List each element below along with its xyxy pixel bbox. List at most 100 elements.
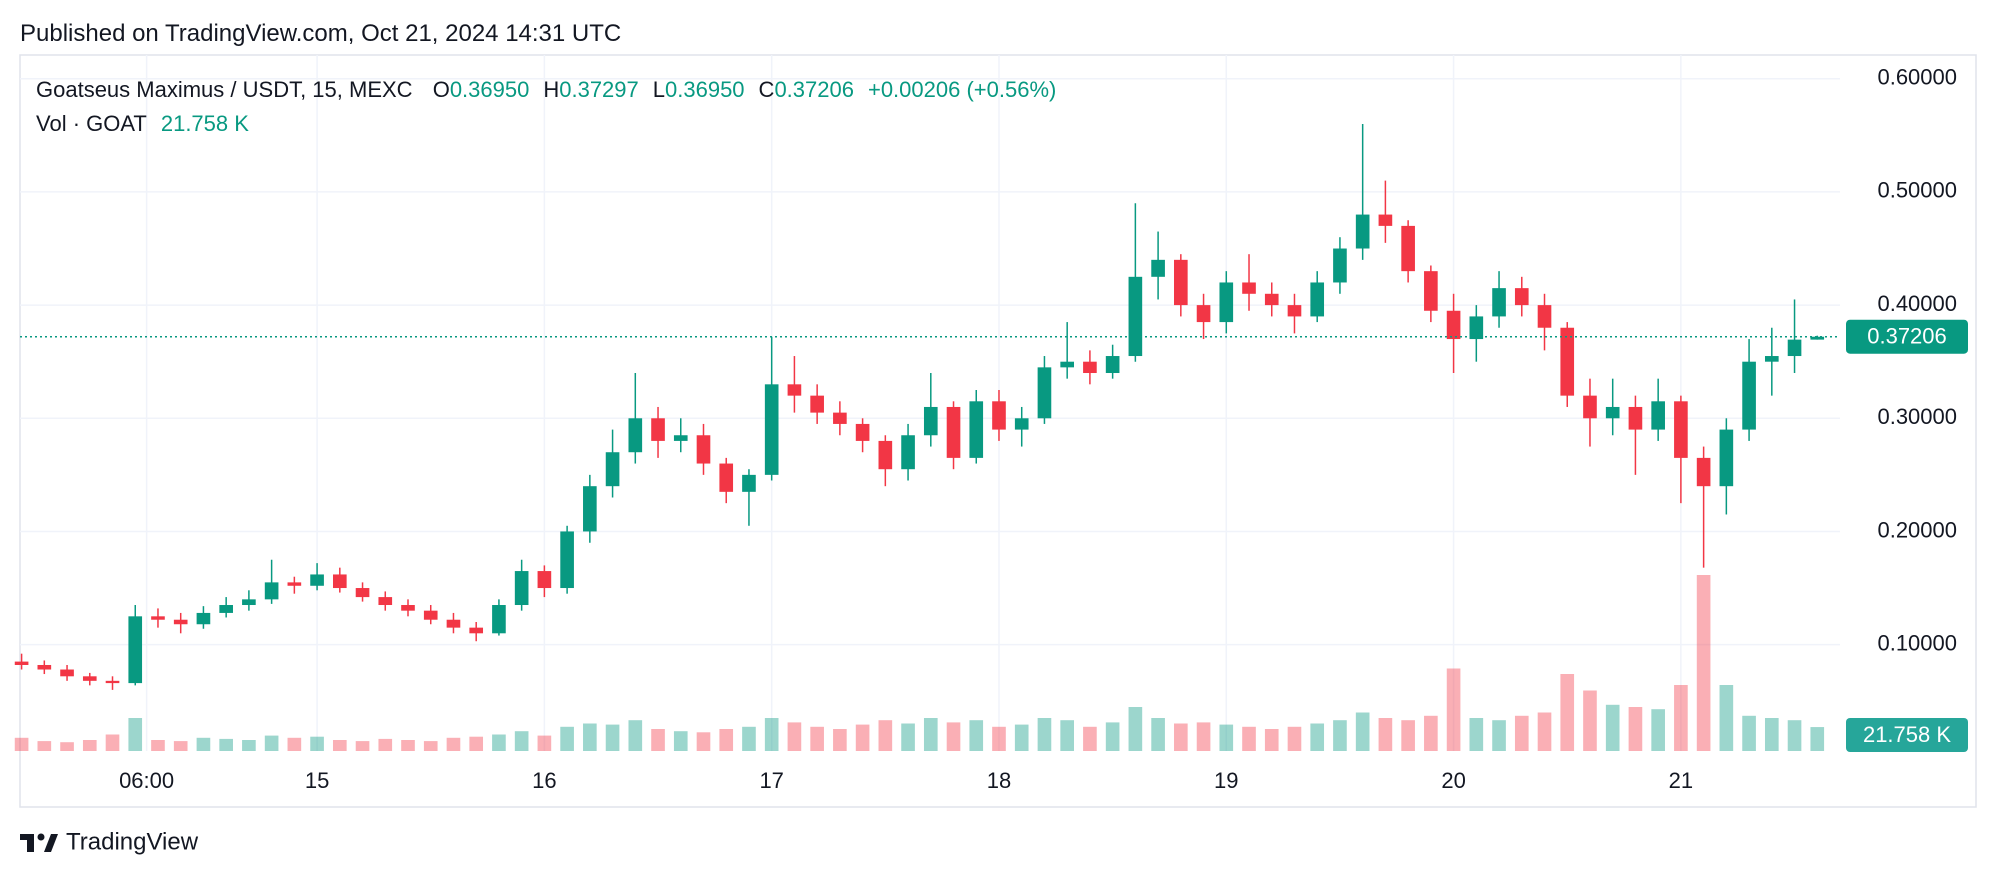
volume-bar [1378,718,1393,751]
volume-bar [492,734,506,751]
ohlc-value: 0.37297 [559,77,639,102]
volume-bar [628,720,643,751]
candle-body [1605,406,1620,419]
candle-body [514,571,529,606]
candle-body [1105,356,1120,374]
ohlc-key: C [758,77,775,102]
volume-bar [173,741,188,751]
volume-bar [605,724,620,751]
candle-body [264,582,279,600]
volume-bar [673,731,688,751]
candle-body [173,619,188,625]
volume-bar [151,740,165,751]
volume-bar [105,734,120,751]
y-tick-label: 0.30000 [1877,404,1957,429]
candle-body [1378,214,1393,226]
volume-bar [696,732,711,751]
candles [14,124,1825,690]
volume-bar [310,736,324,751]
volume-bar [355,741,370,751]
candle-body [1264,293,1279,306]
x-tick-label: 19 [1214,768,1238,793]
symbol-title: Goatseus Maximus / USDT, 15, MEXC [36,77,413,102]
candle-body [219,605,233,613]
x-tick-label: 15 [305,768,329,793]
candle-body [1764,356,1779,362]
volume-bar [1446,668,1461,751]
candle-body [1083,361,1097,374]
volume-bar [1151,718,1165,751]
candle-body [1037,367,1052,419]
candle-body [560,531,574,589]
volume-bar [1810,727,1825,751]
volume-bar [651,729,665,751]
candle-body [673,435,688,441]
candle-body [787,384,802,396]
volume-bar [1105,722,1120,751]
volume-bar [332,740,347,751]
chart-frame [19,54,1977,808]
candle-body [14,661,29,665]
candle-body [651,418,665,441]
y-tick-label: 0.40000 [1877,291,1957,316]
volume-bar [1401,720,1415,751]
volume-bar [1469,718,1484,751]
candle-body [901,435,915,470]
publisher: Published on TradingView.com, Oct 21, 20… [20,20,622,47]
volume-bar [923,718,938,751]
candle-body [1674,401,1688,458]
volume-bar [1310,723,1325,751]
ohlc-item: H0.37297 [543,77,638,102]
candle-body [60,669,74,677]
candle-body [1424,271,1438,311]
volume-bar [560,726,574,751]
candle-body [242,599,256,606]
candle-body [1060,361,1074,368]
volume-bar [946,722,961,751]
candle-body [1401,225,1415,272]
volume-bar [1537,712,1552,751]
candle-body [1787,339,1802,357]
ohlc-key: H [543,77,560,102]
candle-body [946,406,961,458]
candle-body [287,582,302,586]
volume-bar [787,722,802,751]
candle-body [1128,276,1143,357]
candle-body [332,574,347,589]
volume-bar [219,738,233,751]
candle-body [742,474,756,492]
candle-body [1492,288,1506,317]
x-tick-label: 06:00 [119,768,174,793]
candle-body [696,435,711,464]
x-tick-label: 17 [759,768,783,793]
volume-bar [1242,726,1256,751]
volume-bar [264,735,279,751]
candle-body [628,418,643,453]
candle-body [923,406,938,436]
volume-bar [1583,690,1597,751]
candle-body [1174,259,1188,306]
volume-bar [446,737,461,751]
candle-body [992,401,1006,430]
candle-body [764,384,779,475]
last-price-box [1846,319,1968,354]
y-tick-label: 0.60000 [1877,65,1957,90]
last-volume-box [1846,718,1968,752]
candle-body [1696,457,1711,487]
volume-bar [423,741,438,751]
candle-body [401,605,415,611]
candle-body [1355,214,1370,249]
candle-body [1219,282,1234,323]
candle-body [1242,282,1256,294]
ohlc-item: O0.36950 [433,77,530,102]
candle-body [469,627,484,634]
volume-bar [1333,720,1347,751]
volume-bar [969,720,984,751]
x-tick-label: 16 [532,768,556,793]
candle-body [1014,418,1029,430]
volume-bar [1424,715,1438,751]
volume-bar [1128,707,1143,751]
volume-bar [537,735,552,751]
candle-body [1560,327,1575,396]
